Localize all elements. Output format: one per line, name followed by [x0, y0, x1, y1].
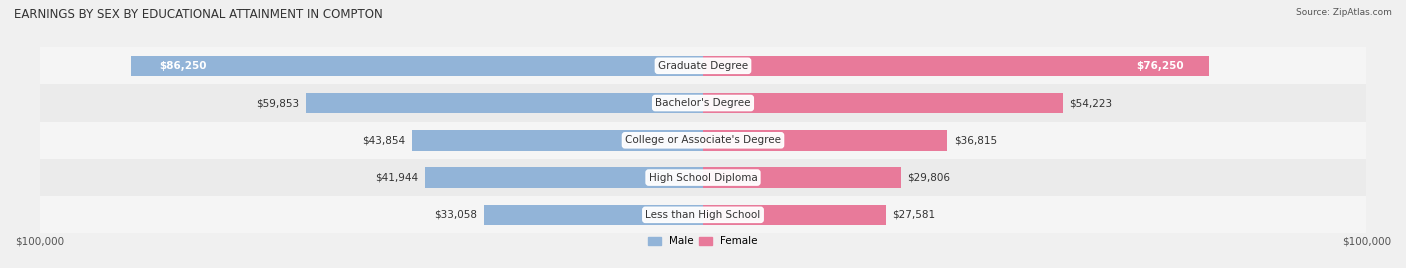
Text: Less than High School: Less than High School — [645, 210, 761, 220]
Text: $76,250: $76,250 — [1136, 61, 1184, 71]
Text: $29,806: $29,806 — [907, 173, 950, 183]
Text: Graduate Degree: Graduate Degree — [658, 61, 748, 71]
Text: $41,944: $41,944 — [375, 173, 418, 183]
Bar — [484, 204, 703, 225]
Bar — [425, 167, 703, 188]
Text: Bachelor's Degree: Bachelor's Degree — [655, 98, 751, 108]
Text: $43,854: $43,854 — [363, 135, 405, 145]
Bar — [39, 84, 1367, 122]
Bar — [703, 55, 1209, 76]
Text: $36,815: $36,815 — [953, 135, 997, 145]
Text: $54,223: $54,223 — [1070, 98, 1112, 108]
Legend: Male, Female: Male, Female — [644, 232, 762, 251]
Text: $27,581: $27,581 — [893, 210, 936, 220]
Bar — [131, 55, 703, 76]
Text: College or Associate's Degree: College or Associate's Degree — [626, 135, 780, 145]
Bar — [39, 122, 1367, 159]
Text: $59,853: $59,853 — [256, 98, 299, 108]
Bar — [39, 196, 1367, 233]
Bar — [703, 130, 948, 151]
Bar — [703, 167, 901, 188]
Text: $86,250: $86,250 — [159, 61, 207, 71]
Bar — [412, 130, 703, 151]
Bar — [39, 47, 1367, 84]
Text: EARNINGS BY SEX BY EDUCATIONAL ATTAINMENT IN COMPTON: EARNINGS BY SEX BY EDUCATIONAL ATTAINMEN… — [14, 8, 382, 21]
Bar — [307, 93, 703, 113]
Bar — [39, 159, 1367, 196]
Bar — [703, 93, 1063, 113]
Text: Source: ZipAtlas.com: Source: ZipAtlas.com — [1296, 8, 1392, 17]
Bar — [703, 204, 886, 225]
Text: $33,058: $33,058 — [434, 210, 477, 220]
Text: High School Diploma: High School Diploma — [648, 173, 758, 183]
